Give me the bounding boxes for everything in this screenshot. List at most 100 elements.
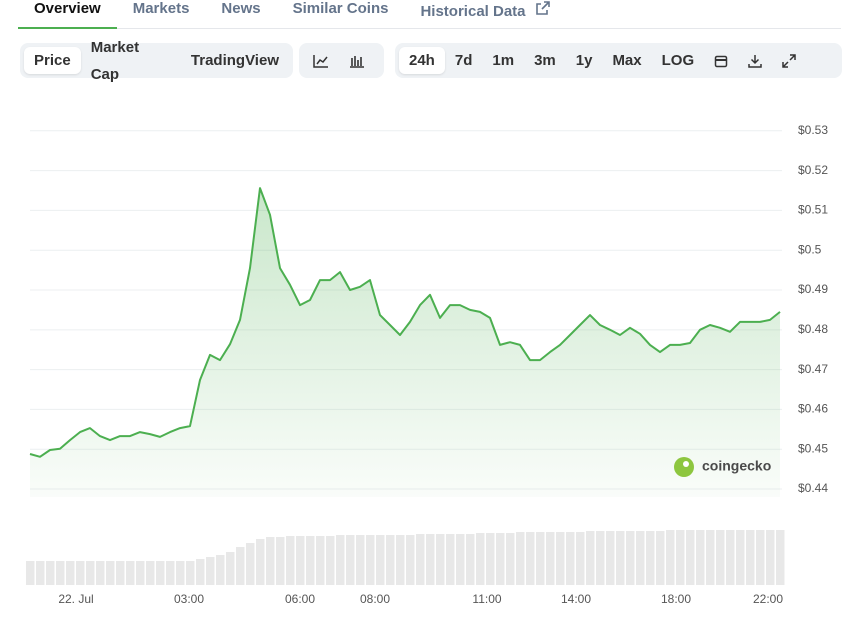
line-icon (313, 54, 328, 68)
volume-bar (496, 533, 505, 585)
volume-bar (706, 530, 715, 585)
volume-bar (716, 530, 725, 585)
range-button[interactable]: 24h (399, 47, 445, 74)
x-tick-label: 11:00 (472, 592, 501, 606)
tab[interactable]: Similar Coins (292, 0, 389, 17)
volume-bar (246, 543, 255, 585)
range-button[interactable]: 1y (575, 52, 593, 69)
tab[interactable]: News (221, 0, 261, 17)
tab[interactable]: Overview (18, 0, 117, 29)
volume-bar (126, 561, 135, 585)
volume-bar (456, 534, 465, 585)
volume-bar (156, 561, 165, 585)
volume-bar (36, 561, 45, 585)
y-tick-label: $0.45 (798, 441, 828, 455)
tab-bar: Overview Markets News Similar Coins Hist… (18, 0, 841, 29)
volume-bar (566, 532, 575, 585)
volume-bar (426, 534, 435, 585)
volume-bar (626, 531, 635, 585)
volume-bar (666, 530, 675, 585)
volume-bar (776, 530, 785, 585)
volume-bar (596, 531, 605, 585)
volume-bar (396, 535, 405, 585)
calendar-button[interactable] (704, 47, 738, 74)
y-tick-label: $0.48 (798, 322, 828, 336)
volume-bar (676, 530, 685, 585)
volume-bar (506, 533, 515, 585)
y-tick-label: $0.46 (798, 402, 828, 416)
volume-bar (606, 531, 615, 585)
range-button[interactable]: 7d (454, 52, 473, 69)
volume-bar (726, 530, 735, 585)
volume-bar (656, 531, 665, 585)
line-style-button[interactable] (303, 47, 339, 74)
volume-bar (526, 532, 535, 585)
volume-bar (516, 532, 525, 585)
volume-bar (466, 534, 475, 585)
volume-bar (296, 536, 305, 585)
volume-bar (756, 530, 765, 585)
range-button[interactable]: 1m (492, 52, 515, 69)
range-button[interactable]: 3m (534, 52, 556, 69)
x-tick-label: 03:00 (174, 592, 204, 606)
volume-bar (276, 537, 285, 585)
watermark: coingecko (674, 457, 771, 477)
volume-bar (486, 533, 495, 585)
mode-button[interactable]: Price (24, 47, 81, 74)
volume-bar (386, 535, 395, 585)
volume-bar (176, 561, 185, 585)
volume-bar (86, 561, 95, 585)
x-tick-label: 08:00 (360, 592, 390, 606)
volume-bar (146, 561, 155, 585)
volume-bar (26, 561, 35, 585)
tab[interactable]: Historical Data (404, 0, 566, 28)
volume-bar (286, 536, 295, 585)
volume-bar (766, 530, 775, 585)
volume-bar (376, 535, 385, 585)
expand-icon (782, 53, 796, 68)
expand-button[interactable] (772, 47, 806, 74)
volume-bar (136, 561, 145, 585)
volume-bar (646, 531, 655, 585)
price-line (29, 187, 781, 458)
volume-bar (546, 532, 555, 585)
volume-bar (256, 539, 265, 585)
volume-bar (56, 561, 65, 585)
volume-bar (416, 534, 425, 585)
volume-bar (106, 561, 115, 585)
volume-bar (446, 534, 455, 585)
volume-bar (306, 536, 315, 585)
volume-bar (96, 561, 105, 585)
range-group: 24h 7d 1m 3m 1y Max LOG (395, 43, 842, 78)
volume-bar (686, 530, 695, 585)
volume-bar (616, 531, 625, 585)
volume-bar (476, 533, 485, 585)
x-tick-label: 22. Jul (58, 592, 93, 606)
x-tick-label: 14:00 (561, 592, 591, 606)
volume-bar (46, 561, 55, 585)
candle-style-button[interactable] (339, 47, 375, 74)
y-tick-label: $0.5 (798, 242, 822, 256)
x-tick-label: 22:00 (753, 592, 783, 606)
log-button[interactable]: LOG (661, 52, 695, 69)
y-tick-label: $0.47 (798, 362, 828, 376)
download-icon (748, 54, 762, 68)
tab-label: Historical Data (420, 3, 526, 20)
volume-bar (746, 530, 755, 585)
calendar-icon (714, 55, 728, 67)
range-button[interactable]: Max (612, 52, 642, 69)
volume-bar (316, 536, 325, 585)
volume-bar (436, 534, 445, 585)
watermark-text: coingecko (702, 458, 771, 474)
tab[interactable]: Markets (132, 0, 190, 17)
mode-button[interactable]: TradingView (190, 52, 279, 69)
volume-bar (406, 535, 415, 585)
price-area (30, 188, 780, 497)
download-button[interactable] (738, 47, 772, 74)
volume-bar (196, 559, 205, 585)
candle-icon (350, 55, 364, 68)
volume-bar (226, 552, 235, 585)
volume-bar (696, 530, 705, 585)
